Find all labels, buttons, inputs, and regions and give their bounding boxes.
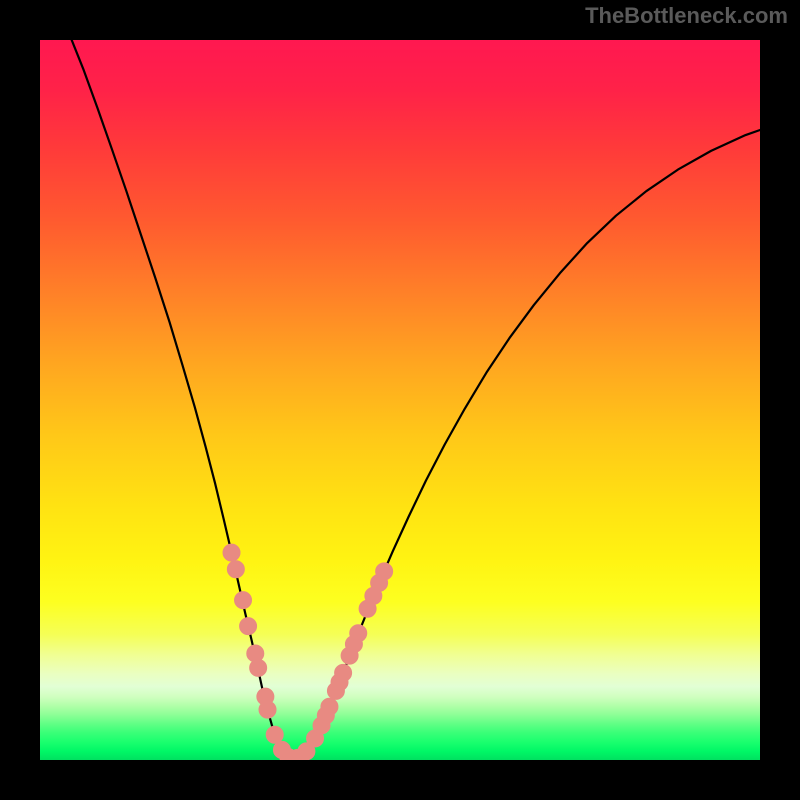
data-marker — [223, 544, 240, 561]
plot-area — [40, 40, 760, 760]
data-marker — [266, 726, 283, 743]
data-marker — [321, 698, 338, 715]
chart-container: TheBottleneck.com — [0, 0, 800, 800]
data-marker — [376, 563, 393, 580]
data-marker — [259, 701, 276, 718]
plot-svg — [40, 40, 760, 760]
data-marker — [227, 561, 244, 578]
data-marker — [335, 664, 352, 681]
data-marker — [235, 592, 252, 609]
data-marker — [250, 659, 267, 676]
data-marker — [350, 625, 367, 642]
watermark-label: TheBottleneck.com — [585, 3, 788, 29]
gradient-background — [40, 40, 760, 760]
data-marker — [240, 618, 257, 635]
